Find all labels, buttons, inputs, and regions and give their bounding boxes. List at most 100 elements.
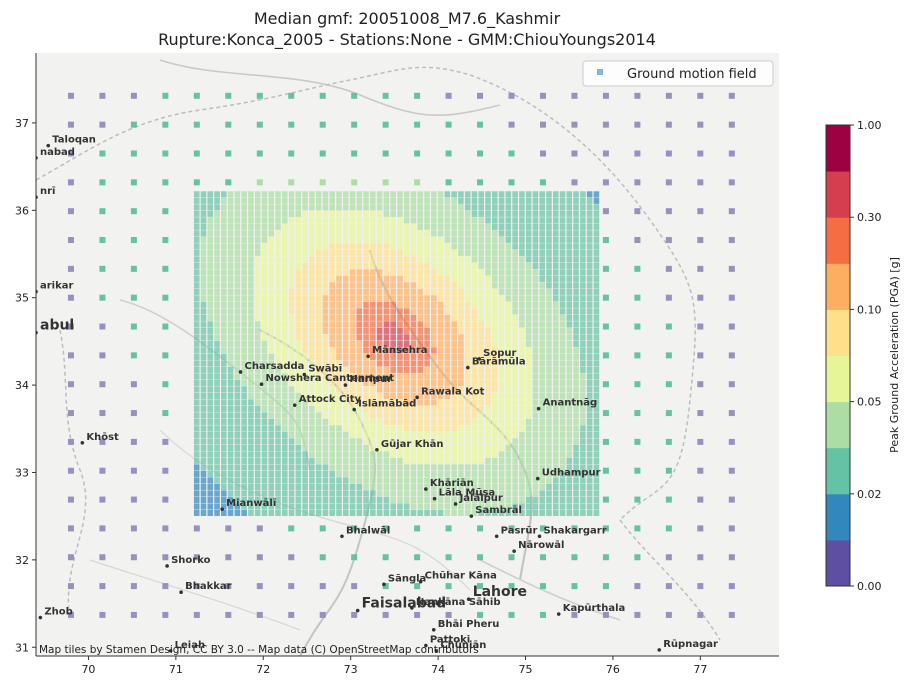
gmf-point <box>397 373 403 380</box>
gmf-point <box>512 236 518 243</box>
gmf-point <box>342 399 349 406</box>
gmf-point <box>403 399 410 406</box>
gmf-point <box>241 444 247 451</box>
gmf-point <box>248 444 254 451</box>
place-label: nrī <box>40 186 56 197</box>
gmf-point <box>580 405 586 412</box>
gmf-point <box>573 217 579 224</box>
gmf-point <box>336 282 342 289</box>
gmf-point <box>437 386 444 393</box>
gmf-point <box>546 236 552 243</box>
gmf-point <box>485 282 491 289</box>
gmf-point <box>566 418 573 425</box>
gmf-point <box>234 457 241 464</box>
place-label: nabad <box>40 147 75 158</box>
gmf-point <box>525 496 532 503</box>
gmf-point <box>200 321 207 328</box>
gmf-point <box>349 191 356 198</box>
gmf-point <box>431 230 437 237</box>
gmf-point <box>532 483 539 490</box>
gmf-point <box>363 412 369 419</box>
gmf-point <box>130 554 137 561</box>
gmf-point <box>397 464 403 471</box>
gmf-point <box>519 418 525 425</box>
gmf-point <box>302 191 308 198</box>
gmf-point <box>478 412 485 419</box>
gmf-point <box>464 269 471 276</box>
gmf-point <box>268 509 275 516</box>
gmf-point <box>566 256 573 263</box>
gmf-point <box>492 301 498 308</box>
gmf-point <box>319 121 326 128</box>
gmf-point <box>634 525 641 532</box>
gmf-point <box>227 503 234 510</box>
gmf-point <box>336 399 342 406</box>
gmf-point <box>586 386 593 393</box>
gmf-point <box>580 457 586 464</box>
gmf-point <box>221 204 227 211</box>
gmf-point <box>221 451 227 458</box>
gmf-point <box>254 373 261 380</box>
gmf-point <box>498 236 505 243</box>
gmf-point <box>241 483 247 490</box>
gmf-point <box>282 412 288 419</box>
gmf-point <box>471 496 478 503</box>
gmf-point <box>227 464 234 471</box>
gmf-point <box>261 256 268 263</box>
gmf-point <box>234 412 241 419</box>
gmf-point <box>697 323 704 330</box>
gmf-point <box>370 295 376 302</box>
gmf-point <box>234 470 241 477</box>
gmf-point <box>248 210 254 217</box>
gmf-point <box>193 243 200 250</box>
gmf-point <box>444 496 451 503</box>
gmf-point <box>282 340 288 347</box>
gmf-point <box>410 503 417 510</box>
gmf-point <box>498 243 505 250</box>
x-tick-label: 70 <box>81 663 95 676</box>
gmf-point <box>376 503 383 510</box>
gmf-point <box>498 483 505 490</box>
gmf-point <box>336 288 342 295</box>
gmf-point <box>234 321 241 328</box>
gmf-point <box>241 321 247 328</box>
gmf-point <box>221 386 227 393</box>
gmf-point <box>315 210 322 217</box>
gmf-point <box>437 314 444 321</box>
gmf-point <box>288 583 295 590</box>
gmf-point <box>390 431 396 438</box>
gmf-point <box>376 334 383 341</box>
gmf-point <box>464 373 471 380</box>
gmf-point <box>322 262 329 269</box>
gmf-point <box>539 314 546 321</box>
gmf-point <box>322 230 329 237</box>
gmf-point <box>207 490 214 497</box>
gmf-point <box>315 347 322 354</box>
gmf-point <box>559 275 566 282</box>
gmf-point <box>288 204 295 211</box>
gmf-point <box>508 150 515 157</box>
gmf-point <box>546 223 552 230</box>
gmf-point <box>508 525 515 532</box>
gmf-point <box>444 256 451 263</box>
gmf-point <box>390 483 396 490</box>
gmf-point <box>458 288 464 295</box>
gmf-point <box>539 295 546 302</box>
gmf-point <box>552 295 559 302</box>
gmf-point <box>248 509 254 516</box>
gmf-point <box>309 314 315 321</box>
gmf-point <box>525 373 532 380</box>
gmf-point <box>458 230 464 237</box>
gmf-point <box>302 457 308 464</box>
gmf-point <box>586 269 593 276</box>
gmf-point <box>193 418 200 425</box>
gmf-point <box>390 340 396 347</box>
gmf-point <box>288 314 295 321</box>
gmf-point <box>665 208 672 215</box>
gmf-point <box>397 256 403 263</box>
gmf-point <box>315 314 322 321</box>
gmf-point <box>539 334 546 341</box>
gmf-point <box>342 503 349 510</box>
gmf-point <box>193 399 200 406</box>
gmf-point <box>342 217 349 224</box>
